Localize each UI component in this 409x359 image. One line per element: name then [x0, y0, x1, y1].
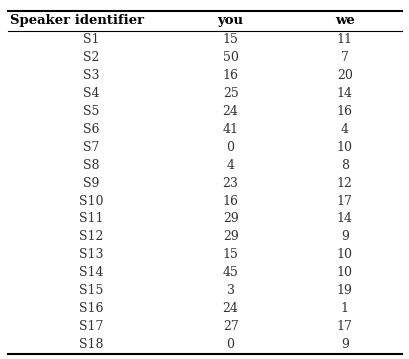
- Text: 14: 14: [336, 213, 352, 225]
- Text: 9: 9: [340, 230, 348, 243]
- Text: 15: 15: [222, 33, 238, 46]
- Text: 24: 24: [222, 302, 238, 315]
- Text: S3: S3: [82, 69, 99, 82]
- Text: 24: 24: [222, 105, 238, 118]
- Text: 25: 25: [222, 87, 238, 100]
- Text: 0: 0: [226, 141, 234, 154]
- Text: 8: 8: [340, 159, 348, 172]
- Text: 45: 45: [222, 266, 238, 279]
- Text: 27: 27: [222, 320, 238, 333]
- Text: S10: S10: [79, 195, 103, 208]
- Text: we: we: [334, 14, 354, 27]
- Text: 23: 23: [222, 177, 238, 190]
- Text: 0: 0: [226, 338, 234, 351]
- Text: 29: 29: [222, 230, 238, 243]
- Text: 41: 41: [222, 123, 238, 136]
- Text: 20: 20: [336, 69, 352, 82]
- Text: Speaker identifier: Speaker identifier: [10, 14, 144, 27]
- Text: 15: 15: [222, 248, 238, 261]
- Text: 3: 3: [226, 284, 234, 297]
- Text: 50: 50: [222, 51, 238, 64]
- Text: S7: S7: [83, 141, 99, 154]
- Text: S11: S11: [79, 213, 103, 225]
- Text: 7: 7: [340, 51, 348, 64]
- Text: you: you: [217, 14, 243, 27]
- Text: 17: 17: [336, 195, 352, 208]
- Text: 10: 10: [336, 266, 352, 279]
- Text: 10: 10: [336, 141, 352, 154]
- Text: 16: 16: [222, 69, 238, 82]
- Text: S6: S6: [82, 123, 99, 136]
- Text: 19: 19: [336, 284, 352, 297]
- Text: 9: 9: [340, 338, 348, 351]
- Text: 16: 16: [336, 105, 352, 118]
- Text: S8: S8: [82, 159, 99, 172]
- Text: 4: 4: [226, 159, 234, 172]
- Text: S18: S18: [79, 338, 103, 351]
- Text: S2: S2: [83, 51, 99, 64]
- Text: S9: S9: [83, 177, 99, 190]
- Text: 12: 12: [336, 177, 352, 190]
- Text: 1: 1: [340, 302, 348, 315]
- Text: 10: 10: [336, 248, 352, 261]
- Text: 16: 16: [222, 195, 238, 208]
- Text: S14: S14: [79, 266, 103, 279]
- Text: S1: S1: [82, 33, 99, 46]
- Text: 29: 29: [222, 213, 238, 225]
- Text: S4: S4: [82, 87, 99, 100]
- Text: 11: 11: [336, 33, 352, 46]
- Text: S17: S17: [79, 320, 103, 333]
- Text: 4: 4: [340, 123, 348, 136]
- Text: 17: 17: [336, 320, 352, 333]
- Text: S12: S12: [79, 230, 103, 243]
- Text: S5: S5: [83, 105, 99, 118]
- Text: S15: S15: [79, 284, 103, 297]
- Text: S13: S13: [79, 248, 103, 261]
- Text: 14: 14: [336, 87, 352, 100]
- Text: S16: S16: [79, 302, 103, 315]
